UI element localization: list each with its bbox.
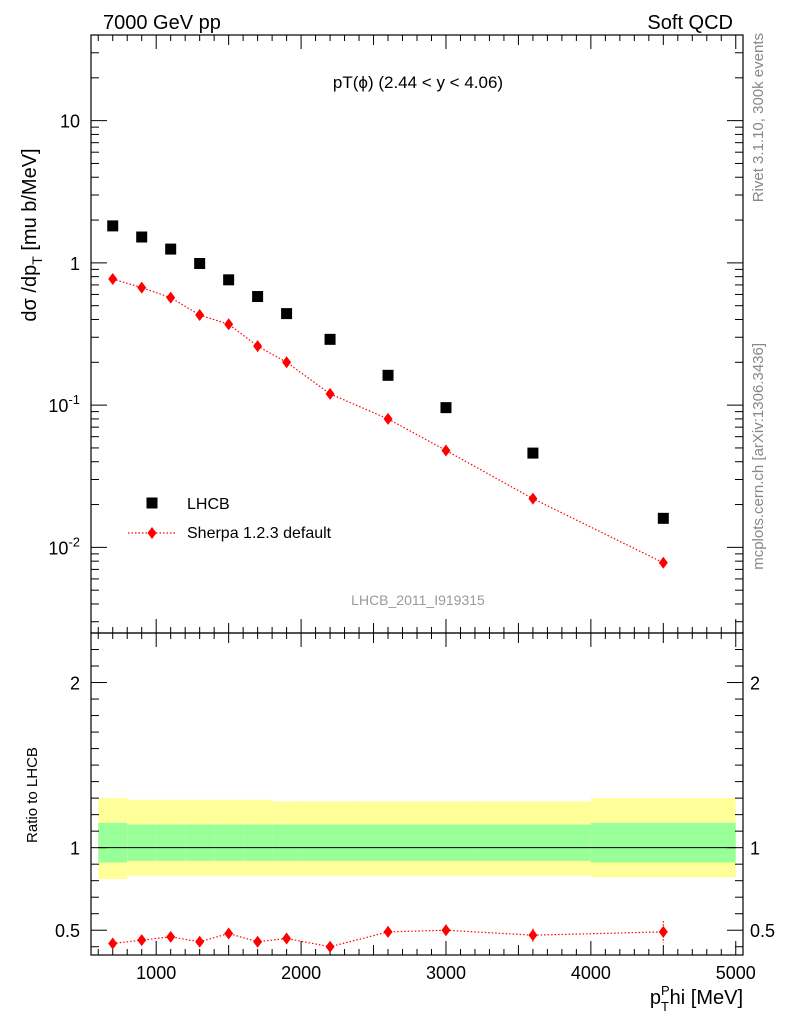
ratio-inner-band bbox=[243, 824, 273, 861]
ratio-y-tick-label: 1 bbox=[70, 839, 80, 859]
ratio-y-tick-label: 2 bbox=[70, 674, 80, 694]
y-tick-label: 10-2 bbox=[48, 534, 80, 558]
ratio-y-axis-title: Ratio to LHCB bbox=[24, 747, 41, 843]
header-left: 7000 GeV pp bbox=[103, 12, 221, 34]
ratio-inner-band bbox=[301, 824, 360, 861]
lhcb-point bbox=[440, 402, 452, 414]
ratio-y-tick-label-right: 1 bbox=[750, 839, 760, 859]
main-y-axis-title: dσ /dpT [mu b/MeV] bbox=[19, 148, 45, 321]
lhcb-point bbox=[527, 447, 539, 459]
ratio-sherpa-point bbox=[253, 935, 263, 948]
ratio-sherpa-point bbox=[108, 937, 118, 950]
rivet-label: Rivet 3.1.10, 300k events bbox=[750, 33, 767, 202]
ratio-inner-band bbox=[127, 824, 157, 861]
ratio-inner-band bbox=[474, 824, 591, 861]
x-axis-title: pTPhi [MeV] bbox=[650, 983, 743, 1014]
sherpa-point bbox=[528, 492, 538, 505]
ratio-sherpa-point bbox=[137, 934, 147, 947]
legend-label-sherpa: Sherpa 1.2.3 default bbox=[187, 525, 332, 542]
y-tick-label: 10 bbox=[60, 112, 80, 132]
sherpa-point bbox=[441, 444, 451, 457]
mcplots-label: mcplots.cern.ch [arXiv:1306.3436] bbox=[750, 343, 767, 570]
lhcb-point bbox=[657, 512, 669, 524]
sherpa-point bbox=[137, 281, 147, 294]
lhcb-point bbox=[107, 220, 119, 232]
ratio-sherpa-point bbox=[195, 935, 205, 948]
main-frame bbox=[90, 34, 744, 634]
x-tick-label: 2000 bbox=[281, 963, 321, 983]
sherpa-point bbox=[658, 556, 668, 569]
lhcb-point bbox=[194, 258, 206, 270]
sherpa-point bbox=[195, 309, 205, 322]
ratio-y-tick-label-right: 2 bbox=[750, 674, 760, 694]
sherpa-point bbox=[166, 291, 176, 304]
ratio-sherpa-line bbox=[112, 929, 664, 948]
sherpa-point bbox=[325, 387, 335, 400]
ratio-sherpa-point bbox=[282, 932, 292, 945]
ratio-inner-band bbox=[98, 822, 128, 863]
ratio-inner-band bbox=[590, 822, 736, 863]
ratio-inner-band bbox=[185, 824, 215, 861]
ratio-inner-band bbox=[156, 824, 186, 861]
ratio-sherpa-point bbox=[528, 929, 538, 942]
legend-marker-sherpa bbox=[147, 527, 157, 539]
ratio-y-tick-label-right: 0.5 bbox=[750, 921, 775, 941]
ratio-panel: 1000 2000 3000 4000 5000 0.5 0.5 1 1 2 2 bbox=[55, 632, 775, 983]
lhcb-point bbox=[252, 291, 264, 303]
x-tick-label: 3000 bbox=[426, 963, 466, 983]
lhcb-point bbox=[281, 308, 293, 320]
main-panel: 10-2 10-1 1 10 bbox=[48, 34, 744, 634]
ratio-inner-band bbox=[417, 824, 475, 861]
ratio-sherpa-point bbox=[224, 927, 234, 940]
header-right: Soft QCD bbox=[647, 12, 733, 34]
lhcb-point bbox=[165, 243, 177, 255]
legend: LHCB Sherpa 1.2.3 default bbox=[128, 496, 332, 542]
legend-label-lhcb: LHCB bbox=[187, 496, 230, 513]
sherpa-point bbox=[282, 356, 292, 369]
lhcb-point bbox=[136, 231, 148, 243]
sherpa-point bbox=[383, 412, 393, 425]
ratio-y-tick-label: 0.5 bbox=[55, 921, 80, 941]
ratio-inner-band bbox=[214, 824, 244, 861]
y-tick-label: 1 bbox=[70, 254, 80, 274]
ratio-sherpa-point bbox=[658, 925, 668, 938]
ratio-inner-band bbox=[359, 824, 417, 861]
sherpa-point bbox=[253, 340, 263, 353]
ratio-sherpa-point bbox=[383, 925, 393, 938]
legend-marker-lhcb bbox=[146, 497, 158, 509]
y-tick-label: 10-1 bbox=[48, 392, 80, 416]
ratio-sherpa-point bbox=[325, 940, 335, 953]
analysis-watermark: LHCB_2011_I919315 bbox=[351, 592, 485, 608]
x-tick-label: 4000 bbox=[571, 963, 611, 983]
ratio-inner-band bbox=[272, 824, 302, 861]
sherpa-point bbox=[108, 273, 118, 286]
main-title: pT(ϕ) (2.44 < y < 4.06) bbox=[333, 73, 503, 92]
ratio-frame bbox=[90, 632, 744, 956]
sherpa-point bbox=[224, 318, 234, 331]
x-tick-label: 1000 bbox=[136, 963, 176, 983]
ratio-sherpa-point bbox=[166, 930, 176, 943]
lhcb-point bbox=[382, 369, 394, 381]
ratio-sherpa-point bbox=[441, 924, 451, 937]
lhcb-point bbox=[324, 333, 336, 345]
x-tick-label: 5000 bbox=[716, 963, 756, 983]
lhcb-point bbox=[223, 274, 235, 286]
